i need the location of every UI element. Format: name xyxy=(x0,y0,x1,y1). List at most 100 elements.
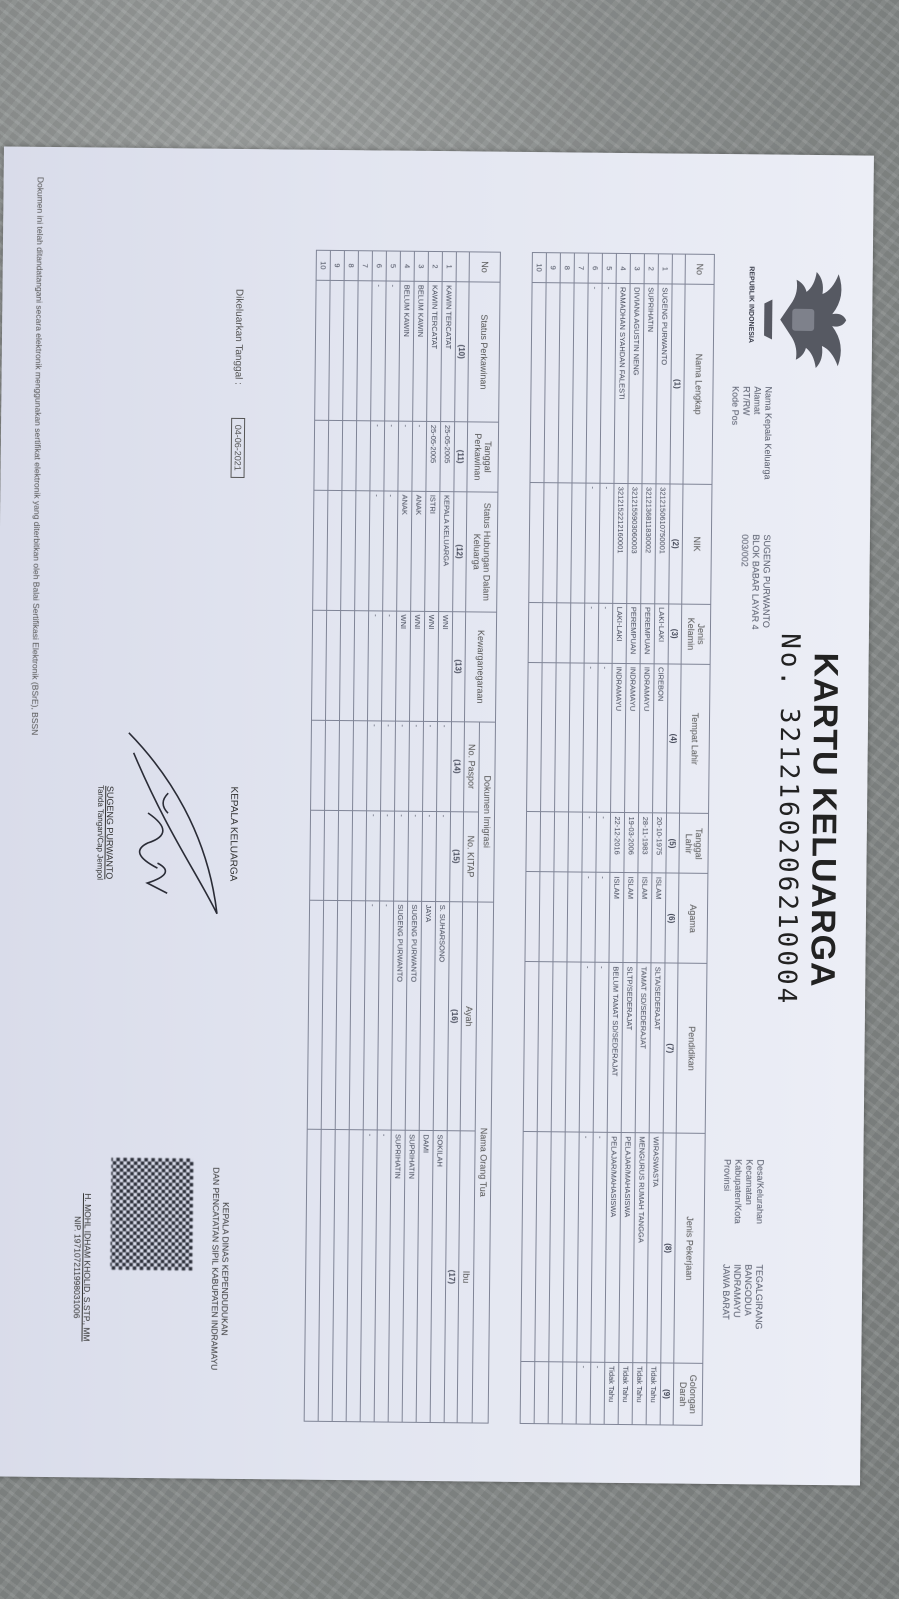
family-members-table: No Nama Lengkap NIK Jenis Kelamin Tempat Lah… xyxy=(520,252,715,1426)
right-header-values: TEGALGIRANG BANGODUA INDRAMAYU JAWA BARAT xyxy=(720,1264,765,1329)
table-cell: SUGENG PURWANTO xyxy=(655,283,673,484)
column-header: Status Hubungan Dalam Keluarga xyxy=(465,491,498,612)
table-cell: ANAK xyxy=(396,490,412,612)
table-cell: - xyxy=(365,810,381,901)
table-cell: ISLAM xyxy=(636,873,652,964)
table-cell: - xyxy=(576,1132,594,1363)
table-cell xyxy=(349,900,366,1131)
table-cell: - xyxy=(393,810,409,901)
table-cell xyxy=(540,662,557,813)
table-cell: 2 xyxy=(428,251,443,282)
table-cell xyxy=(554,662,571,813)
table-cell xyxy=(528,602,543,663)
table-cell: 4 xyxy=(616,253,631,284)
column-header: NIK xyxy=(681,483,712,605)
column-header: Jenis Pekerjaan xyxy=(673,1133,706,1364)
table-cell xyxy=(567,812,583,873)
column-number: (9) xyxy=(660,1362,674,1426)
table-cell: PELAJAR/MAHASISWA xyxy=(604,1132,622,1363)
column-number: (13) xyxy=(451,611,466,722)
issued-label: Dikeluarkan Tanggal : xyxy=(232,288,245,386)
table-cell: - xyxy=(436,721,452,812)
table-cell xyxy=(354,490,370,611)
table-cell: - xyxy=(370,280,387,421)
table-cell xyxy=(325,610,341,721)
table-cell: - xyxy=(383,420,399,491)
table-cell: Tidak Tahu xyxy=(632,1362,647,1425)
head-signature-block: KEPALA KELUARGA SUGENG PURWANTO Tanda Ta… xyxy=(95,707,241,958)
table-cell: 6 xyxy=(372,250,387,281)
table-cell: - xyxy=(368,490,384,611)
official-title: KEPALA DINAS KEPENDUDUKAN DAN PENCATATAN… xyxy=(208,1079,232,1459)
column-number: (5) xyxy=(665,813,680,874)
table-cell: - xyxy=(422,721,438,812)
table-cell xyxy=(542,602,557,663)
table-cell xyxy=(570,482,586,603)
table-cell xyxy=(321,899,338,1130)
table-cell xyxy=(562,1361,577,1425)
table-cell: - xyxy=(421,811,437,902)
table-cell xyxy=(314,280,331,421)
table-cell: - xyxy=(596,662,613,813)
header-label: Desa/Kelurahan xyxy=(754,1159,766,1225)
header-label: Kode Pos xyxy=(730,386,741,426)
table-cell xyxy=(526,662,543,813)
table-cell: - xyxy=(584,602,599,663)
table-cell: ISLAM xyxy=(650,873,666,964)
table-cell: 25-05-2005 xyxy=(439,421,455,492)
column-number xyxy=(456,251,470,282)
column-header: Kewarganegaraan xyxy=(464,611,497,722)
column-number: (11) xyxy=(453,421,468,492)
header-value: JAWA BARAT xyxy=(720,1264,732,1320)
column-number: (16) xyxy=(447,901,463,1132)
table-cell: PEREMPUAN xyxy=(626,603,641,664)
table-cell: 3212155903060003 xyxy=(626,483,642,604)
table-cell: - xyxy=(581,812,597,873)
column-header: Tempat Lahir xyxy=(679,663,711,814)
table-cell xyxy=(524,871,540,962)
table-cell: 4 xyxy=(400,251,415,282)
column-header: Nama Lengkap xyxy=(682,284,715,485)
table-cell: WNI xyxy=(395,610,411,721)
table-cell: BELUM TAMAT SD/SEDERAJAT xyxy=(607,962,623,1133)
table-cell xyxy=(552,872,568,963)
table-cell: WNI xyxy=(437,611,453,722)
header-label: RT/RW xyxy=(741,386,752,416)
table-cell: - xyxy=(384,280,401,421)
column-header: No xyxy=(685,254,715,285)
table-cell: LAKI-LAKI xyxy=(612,603,627,664)
emblem-caption: REPUBLIK INDONESIA xyxy=(746,266,755,343)
table-cell xyxy=(338,720,354,811)
table-cell: - xyxy=(382,490,398,611)
table-cell xyxy=(537,961,553,1132)
table-cell xyxy=(539,812,555,873)
table-cell: INDRAMAYU xyxy=(624,663,641,814)
header-value: BLOK BABAR LAYAR 4 xyxy=(749,534,761,630)
column-number: (15) xyxy=(449,811,464,902)
header-label: Nama Kepala Keluarga xyxy=(762,386,774,480)
table-cell xyxy=(556,482,572,603)
table-cell: 7 xyxy=(358,250,373,281)
column-header: Golongan Darah xyxy=(673,1363,703,1426)
column-number: (14) xyxy=(450,721,465,812)
table-cell: 2 xyxy=(644,253,659,284)
table-cell xyxy=(313,420,329,491)
table-cell: - xyxy=(379,810,395,901)
column-number: (2) xyxy=(668,483,683,604)
table-cell: - xyxy=(394,720,410,811)
column-header: Ibu xyxy=(457,1131,476,1423)
table-cell xyxy=(565,962,581,1133)
table-cell xyxy=(548,1361,563,1424)
table-cell xyxy=(534,1361,549,1424)
table-cell xyxy=(341,420,357,491)
header-value: TEGALGIRANG xyxy=(753,1264,765,1330)
family-status-table: No Status Perkawinan Tanggal Perkawinan Sta… xyxy=(304,250,501,1424)
header-label: Provinsi xyxy=(722,1159,733,1192)
table-cell: - xyxy=(407,810,423,901)
table-cell: Tidak Tahu xyxy=(618,1362,633,1425)
table-cell: Tidak Tahu xyxy=(646,1362,661,1425)
table-cell: - xyxy=(579,962,595,1133)
table-cell xyxy=(568,662,585,813)
column-number: (6) xyxy=(664,873,679,964)
column-header: Tanggal Lahir xyxy=(678,813,709,874)
